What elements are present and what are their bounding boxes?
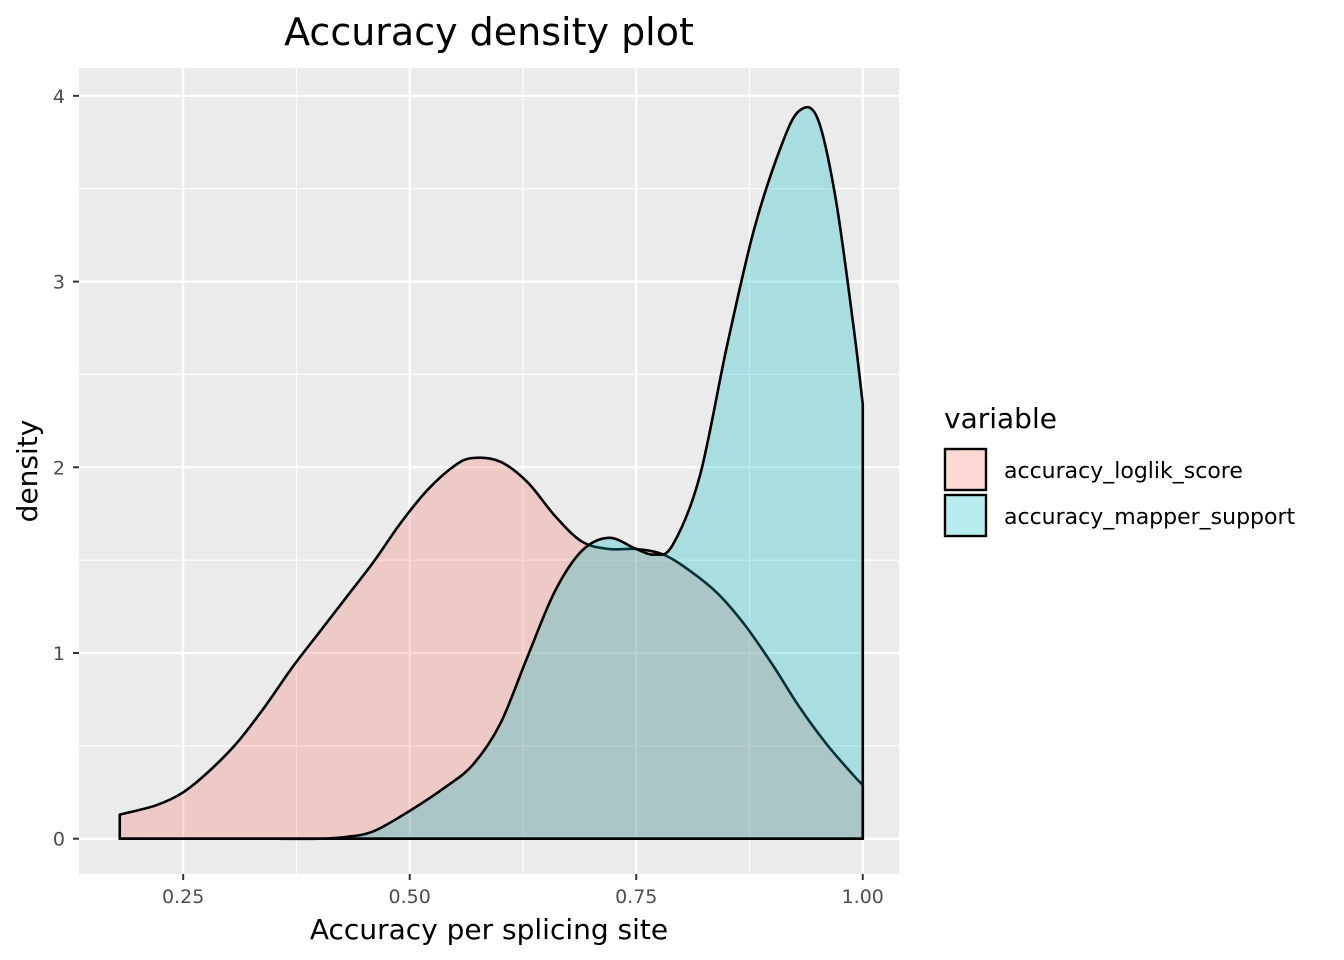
y-tick-label: 0 [53,829,65,851]
density-areas [118,105,865,841]
x-axis: 0.25 0.50 0.75 1.00 [162,874,884,908]
x-tick-label: 1.00 [842,886,884,908]
legend-swatch-accuracy-loglik-score [943,447,988,492]
legend-key-background [944,494,987,537]
legend-swatch-accuracy-mapper-support [943,493,988,538]
minor-gridlines [79,68,899,874]
legend-label: accuracy_mapper_support [1004,505,1296,530]
legend-title: variable [944,402,1057,435]
legend: variable accuracy_loglik_score accuracy_m… [943,402,1296,538]
y-axis: 0 1 2 3 4 [53,86,79,851]
y-tick-label: 1 [53,643,65,665]
x-tick-label: 0.75 [615,886,657,908]
y-tick-label: 4 [53,86,65,108]
y-tick-label: 3 [53,272,65,294]
legend-label: accuracy_loglik_score [1004,459,1243,484]
y-tick-label: 2 [53,457,65,479]
density-area-accuracy-loglik-score [118,456,865,841]
density-area-accuracy-mapper-support [118,105,865,841]
x-tick-label: 0.50 [389,886,431,908]
y-axis-title: density [11,420,44,523]
legend-key-background [944,448,987,491]
x-tick-label: 0.25 [162,886,204,908]
chart-title: Accuracy density plot [284,10,694,54]
x-axis-title: Accuracy per splicing site [310,913,668,946]
